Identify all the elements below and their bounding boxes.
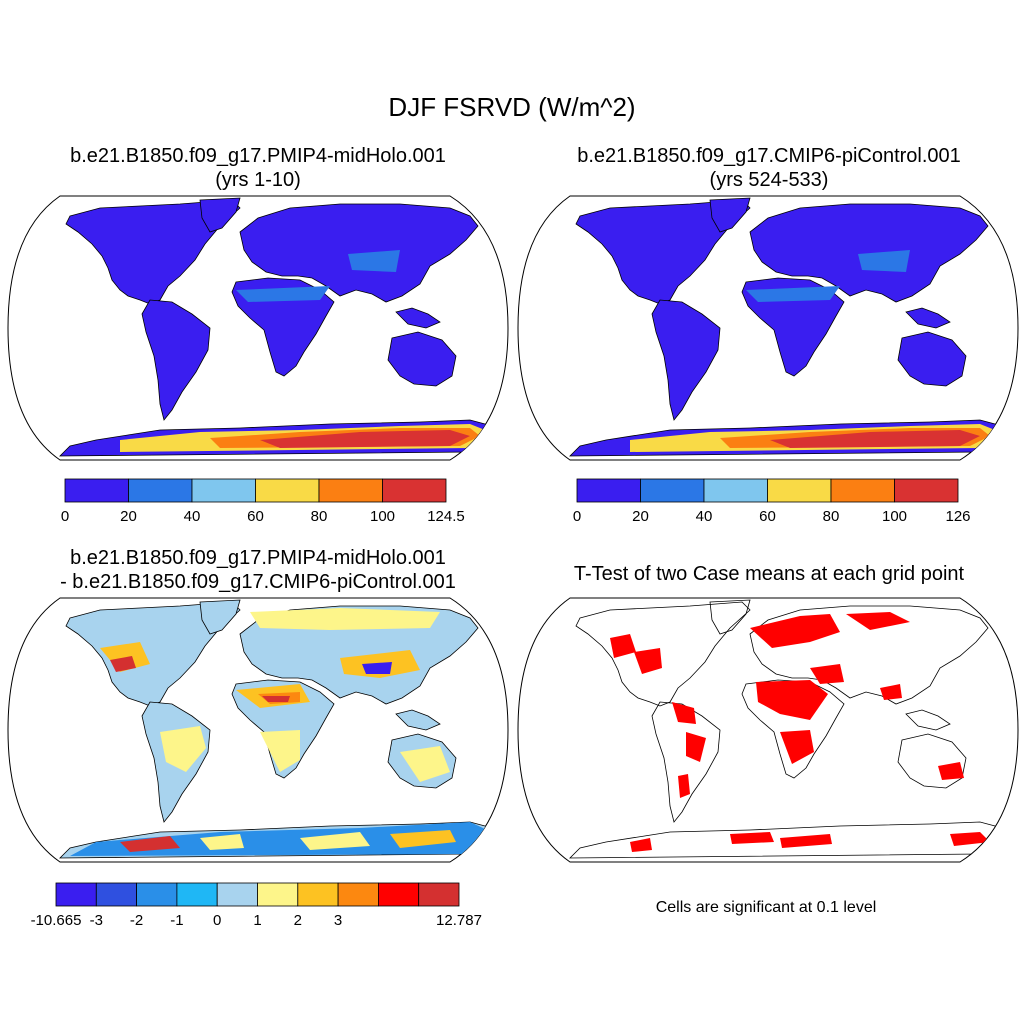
colorbar-3-tick-label: -3 [90, 912, 103, 929]
colorbar-3-swatch [377, 882, 420, 907]
panel-4-title: T-Test of two Case means at each grid po… [516, 562, 1022, 586]
colorbar-2-swatch [767, 478, 832, 503]
panel-1-title: b.e21.B1850.f09_g17.PMIP4-midHolo.001 (y… [8, 144, 508, 192]
significance-note: Cells are significant at 0.1 level [655, 899, 877, 916]
colorbar-2-tick-label: 80 [823, 508, 840, 525]
colorbar-3: -10.665 -3 -2 -1 0 1 2 3 12.787 [31, 882, 482, 929]
colorbar-1-swatch [382, 478, 447, 503]
colorbar-2-swatch [703, 478, 768, 503]
colorbar-3-tick-label: -1 [170, 912, 183, 929]
colorbar-1-swatch [128, 478, 193, 503]
panel-3-title-line1: b.e21.B1850.f09_g17.PMIP4-midHolo.001 [70, 547, 446, 569]
colorbar-2-tick-label: 40 [696, 508, 713, 525]
colorbar-1: 0 20 40 60 80 100 124.5 [61, 478, 465, 525]
panel-2-title-line2: (yrs 524-533) [709, 169, 829, 191]
panel-3-title-line2: - b.e21.B1850.f09_g17.CMIP6-piControl.00… [60, 571, 456, 593]
colorbar-1-tick-label: 80 [311, 508, 328, 525]
colorbar-3-swatch [418, 882, 460, 907]
colorbar-2-swatch [830, 478, 895, 503]
panel-4-map [517, 597, 1019, 863]
colorbar-3-swatch [257, 882, 299, 907]
panel-4-title-line1: T-Test of two Case means at each grid po… [573, 563, 965, 585]
panel-3-title: b.e21.B1850.f09_g17.PMIP4-midHolo.001 - … [8, 546, 508, 594]
colorbar-2-swatch [576, 478, 641, 503]
colorbar-2-tick-label: 0 [573, 508, 581, 525]
colorbar-2: 0 20 40 60 80 100 126 [573, 478, 971, 525]
colorbar-1-tick-label: 20 [120, 508, 137, 525]
colorbar-3-swatch [297, 882, 339, 907]
panel-2-title-line1: b.e21.B1850.f09_g17.CMIP6-piControl.001 [577, 145, 961, 167]
colorbar-3-tick-label: 12.787 [436, 912, 482, 929]
colorbar-3-swatch [216, 882, 258, 907]
panel-3-map [7, 597, 509, 863]
colorbar-3-tick-label: 2 [294, 912, 302, 929]
colorbar-1-tick-label: 124.5 [427, 508, 465, 525]
colorbar-2-tick-label: 100 [882, 508, 907, 525]
figure-title: DJF FSRVD (W/m^2) [388, 92, 636, 122]
colorbar-3-swatch [55, 882, 97, 907]
colorbar-2-tick-label: 20 [632, 508, 649, 525]
panel-2-title: b.e21.B1850.f09_g17.CMIP6-piControl.001 … [516, 144, 1022, 192]
panel-1-title-line2: (yrs 1-10) [215, 169, 301, 191]
panel-2-map [517, 195, 1019, 461]
colorbar-2-swatch [894, 478, 959, 503]
colorbar-3-swatch [176, 882, 218, 907]
colorbar-1-swatch [191, 478, 256, 503]
colorbar-1-swatch [64, 478, 129, 503]
colorbar-3-tick-label: -10.665 [31, 912, 82, 929]
colorbar-2-tick-label: 60 [759, 508, 776, 525]
colorbar-3-swatch [95, 882, 138, 907]
colorbar-1-tick-label: 60 [247, 508, 264, 525]
colorbar-1-tick-label: 40 [184, 508, 201, 525]
panel-1-title-line1: b.e21.B1850.f09_g17.PMIP4-midHolo.001 [70, 145, 446, 167]
colorbar-3-tick-label: 3 [334, 912, 342, 929]
significant-cells [610, 612, 990, 852]
colorbar-1-swatch [255, 478, 320, 503]
colorbar-3-tick-label: -2 [130, 912, 143, 929]
colorbar-3-tick-label: 1 [253, 912, 261, 929]
colorbar-1-swatch [318, 478, 383, 503]
colorbar-3-swatch [337, 882, 379, 907]
panel-1-map [7, 195, 509, 461]
colorbar-3-swatch [136, 882, 178, 907]
colorbar-2-tick-label: 126 [945, 508, 970, 525]
colorbar-2-swatch [640, 478, 705, 503]
colorbar-3-tick-label: 0 [213, 912, 221, 929]
colorbar-1-tick-label: 100 [370, 508, 395, 525]
colorbar-1-tick-label: 0 [61, 508, 69, 525]
